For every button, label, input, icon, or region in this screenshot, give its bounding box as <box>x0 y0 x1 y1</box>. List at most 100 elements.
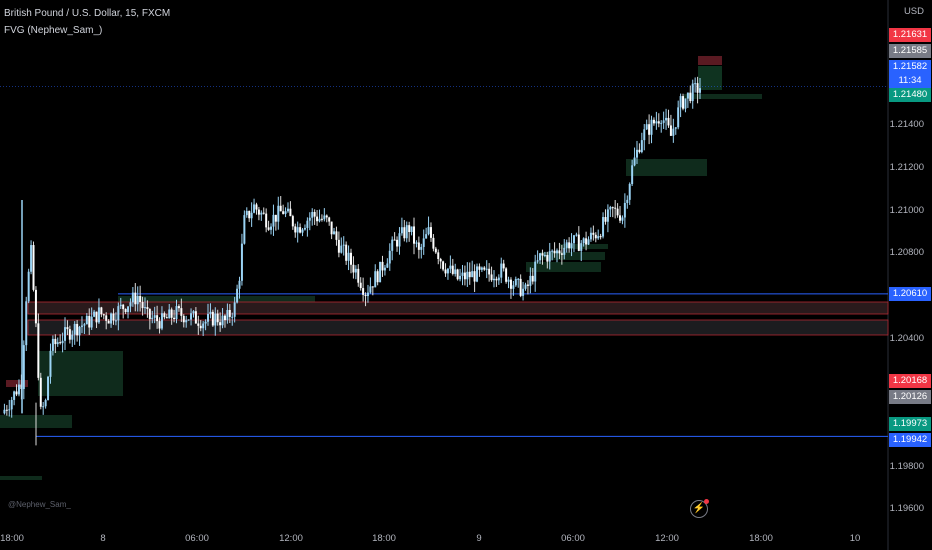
candle-body <box>359 282 362 289</box>
candle-body <box>134 292 137 305</box>
candle-body <box>243 215 246 244</box>
y-tick-label: 1.21000 <box>889 204 924 216</box>
candle-body <box>277 205 280 222</box>
candle-body <box>129 302 132 307</box>
lightning-icon[interactable]: ⚡ <box>690 499 709 518</box>
candle-body <box>439 259 442 262</box>
candle-body <box>119 304 122 307</box>
candle-body <box>366 292 369 297</box>
candle-body <box>337 239 340 253</box>
candle-body <box>638 149 641 153</box>
candle-body <box>202 323 205 329</box>
candle-body <box>640 140 643 153</box>
candle-body <box>684 98 687 109</box>
candle-body <box>296 227 299 233</box>
price-tag-value: 1.20610 <box>892 287 928 299</box>
candle-body <box>139 296 142 303</box>
candle-body <box>575 234 578 236</box>
candle-body <box>502 263 505 269</box>
candle-body <box>59 342 62 344</box>
candle-body <box>548 251 551 262</box>
candle-body <box>522 288 525 296</box>
y-tick-label: 1.20400 <box>889 332 924 344</box>
candle-body <box>657 121 660 124</box>
candle-body <box>127 306 130 313</box>
candle-body <box>524 284 527 289</box>
candle-body <box>536 260 539 262</box>
price-tag-value: 1.19942 <box>892 434 928 445</box>
candle-body <box>674 127 677 129</box>
candle-body <box>233 302 236 317</box>
candle-body <box>170 309 173 318</box>
candle-body <box>54 338 57 345</box>
candle-body <box>190 313 193 320</box>
candle-body <box>357 268 360 283</box>
candle-body <box>194 311 197 324</box>
price-tag: 1.21631 <box>889 28 931 42</box>
candle-body <box>168 309 171 319</box>
candle-body <box>330 221 333 235</box>
fvg-zone <box>0 476 42 480</box>
candle-body <box>354 268 357 273</box>
candle-body <box>500 263 503 278</box>
candle-body <box>497 277 500 281</box>
candle-body <box>643 129 646 141</box>
candle-body <box>473 271 476 282</box>
candle-body <box>146 307 149 309</box>
candle-body <box>340 245 343 253</box>
candle-body <box>616 208 619 216</box>
candle-body <box>221 315 224 326</box>
candle-body <box>34 289 37 324</box>
candle-body <box>631 165 634 185</box>
candle-body <box>257 209 260 215</box>
candle-body <box>534 261 537 282</box>
candle-body <box>156 315 159 322</box>
candle-body <box>199 325 202 329</box>
candle-body <box>478 266 481 270</box>
candle-body <box>260 212 263 215</box>
symbol-title[interactable]: British Pound / U.S. Dollar, 15, FXCM <box>4 8 171 19</box>
x-tick-label: 12:00 <box>655 533 679 544</box>
candle-body <box>32 245 35 290</box>
candle-body <box>320 218 323 220</box>
red-zone <box>698 56 722 65</box>
red-zone <box>27 319 889 336</box>
candle-body <box>679 96 682 108</box>
indicator-title[interactable]: FVG (Nephew_Sam_) <box>4 25 103 36</box>
price-tag: 1.19973 <box>889 417 931 431</box>
candle-body <box>182 315 185 323</box>
candle-body <box>682 96 685 109</box>
candle-body <box>313 211 316 217</box>
candle-body <box>39 377 42 407</box>
candle-body <box>100 307 103 315</box>
candle-body <box>509 279 512 289</box>
candle-body <box>85 315 88 325</box>
candle-body <box>645 124 648 130</box>
candle-body <box>37 323 40 378</box>
candle-body <box>383 267 386 271</box>
candle-body <box>437 252 440 260</box>
candle-body <box>253 204 256 213</box>
red-zone <box>27 301 889 315</box>
candle-body <box>25 301 28 346</box>
candle-body <box>160 313 163 329</box>
candle-body <box>425 234 428 239</box>
candle-body <box>97 307 100 323</box>
candle-body <box>512 285 515 289</box>
x-tick-label: 10 <box>849 533 861 544</box>
candle-body <box>449 265 452 269</box>
candle-body <box>611 207 614 209</box>
candle-body <box>463 272 466 280</box>
candle-body <box>153 315 156 318</box>
candle-body <box>192 311 195 314</box>
candle-body <box>165 317 168 319</box>
candle-body <box>56 342 59 345</box>
candle-body <box>403 227 406 239</box>
candle-body <box>158 321 161 329</box>
candle-body <box>238 280 241 289</box>
fvg-zone <box>38 351 123 396</box>
candle-body <box>635 149 638 158</box>
candle-body <box>286 208 289 212</box>
candle-body <box>13 391 16 400</box>
